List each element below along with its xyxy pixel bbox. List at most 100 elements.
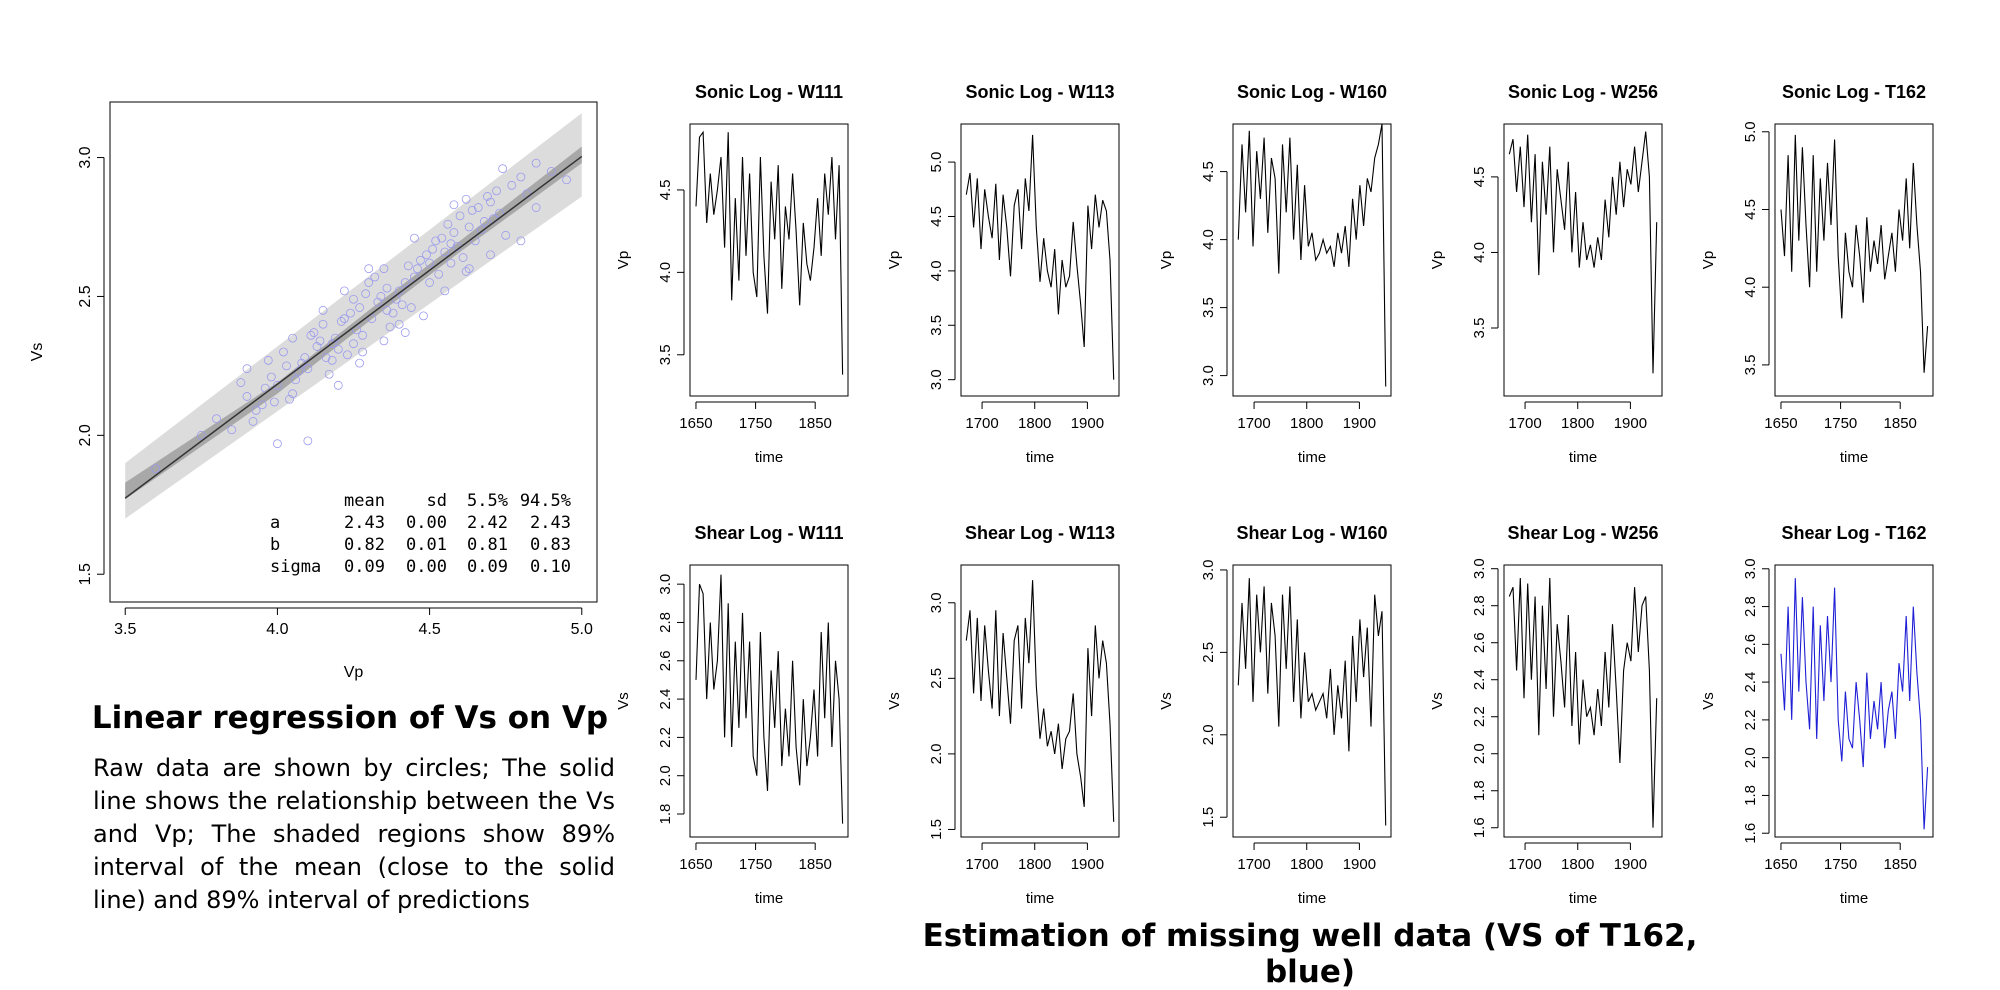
summary-table: mean sd 5.5% 94.5%a 2.43 0.00 2.42 2.43b 0.82 0.0… <box>270 491 571 577</box>
data-point <box>327 355 337 365</box>
table-cell: 2.42 <box>467 513 508 533</box>
data-point <box>227 425 237 435</box>
data-point <box>212 414 221 424</box>
y-tick-label: 2.6 <box>1742 634 1759 655</box>
y-axis-label: Vs <box>886 692 903 710</box>
data-point <box>467 205 477 215</box>
series-line <box>1237 123 1387 387</box>
data-point <box>346 308 355 318</box>
data-point <box>309 328 319 337</box>
plot-title: Shear Log - W111 <box>694 523 843 543</box>
series-line <box>965 580 1115 822</box>
data-point <box>236 378 246 387</box>
y-tick-label: 3.5 <box>1742 354 1759 375</box>
data-point <box>461 194 471 204</box>
y-tick-label: 2.2 <box>1471 706 1488 727</box>
data-point <box>376 292 386 301</box>
series-line <box>965 134 1115 380</box>
data-point <box>507 180 517 190</box>
data-point <box>486 250 495 260</box>
y-tick-label: 4.0 <box>1742 277 1759 298</box>
y-tick-label: 1.5 <box>1200 807 1217 828</box>
y-tick-label: 3.0 <box>928 369 945 390</box>
data-point <box>531 203 541 212</box>
shear-w256-panel: Shear Log - W256 1700 1800 1900 1.6 1.8 2.0 2.2… <box>1429 523 1663 907</box>
data-point <box>385 322 395 332</box>
plot-frame <box>1503 123 1663 397</box>
plot-frame <box>960 123 1120 397</box>
x-tick-label: 1700 <box>1237 856 1270 873</box>
estimation-caption: Estimation of missing well data (VS of T… <box>922 918 1698 990</box>
y-tick-label: 2.6 <box>657 650 674 671</box>
x-tick-label: 1700 <box>1508 415 1541 432</box>
x-axis-label: time <box>1569 449 1597 466</box>
x-axis-label: time <box>755 449 783 466</box>
data-point <box>409 233 419 243</box>
data-point <box>318 305 328 315</box>
data-point <box>339 314 349 324</box>
y-axis-label: Vs <box>1158 692 1175 710</box>
data-point <box>242 364 252 374</box>
y-tick-label: 1.5 <box>77 563 94 585</box>
data-point <box>379 264 389 274</box>
y-axis-label: Vp <box>1429 251 1446 269</box>
y-tick-label: 1.5 <box>928 819 945 840</box>
data-point <box>486 197 495 207</box>
data-point <box>196 430 206 440</box>
x-axis-label: time <box>1298 890 1326 907</box>
y-tick-label: 4.0 <box>1471 242 1488 263</box>
data-point <box>379 336 389 346</box>
x-axis-label: time <box>1840 890 1868 907</box>
y-tick-label: 1.8 <box>657 804 674 825</box>
data-point <box>516 236 526 246</box>
data-point <box>343 350 352 360</box>
data-point <box>419 311 428 321</box>
data-point <box>388 308 398 318</box>
y-tick-label: 2.5 <box>1200 642 1217 663</box>
y-tick-label: 4.5 <box>657 180 674 201</box>
regression-caption-text: Raw data are shown by circles; The solid… <box>93 754 615 914</box>
y-tick-label: 2.0 <box>1742 747 1759 768</box>
y-tick-label: 3.5 <box>1200 297 1217 318</box>
table-header-cell: 5.5% <box>467 491 508 511</box>
data-point <box>315 336 325 346</box>
data-point <box>443 219 453 229</box>
data-point <box>288 333 298 343</box>
plot-frame <box>960 564 1120 838</box>
series-line <box>695 130 844 375</box>
regression-line <box>124 155 583 499</box>
y-tick-label: 2.8 <box>1471 595 1488 616</box>
x-tick-label: 3.5 <box>114 621 136 638</box>
data-point <box>516 172 526 182</box>
x-tick-label: 1900 <box>1071 415 1104 432</box>
table-cell: a <box>270 513 280 533</box>
data-point <box>349 339 358 349</box>
data-point <box>406 303 416 312</box>
x-tick-label: 1850 <box>1884 856 1917 873</box>
y-tick-label: 2.8 <box>657 612 674 633</box>
x-tick-label: 1900 <box>1614 856 1647 873</box>
data-point <box>282 361 291 371</box>
data-point <box>242 392 252 401</box>
shear-t162-panel: Shear Log - T162 1650 1750 1850 1.6 1.8 2.0 2.2… <box>1700 523 1934 907</box>
x-tick-label: 1900 <box>1343 856 1376 873</box>
data-point <box>498 164 508 174</box>
x-tick-label: 1800 <box>1018 856 1051 873</box>
y-axis-label: Vp <box>615 251 632 269</box>
data-point <box>562 175 571 185</box>
data-point <box>531 158 541 168</box>
data-point <box>266 372 276 382</box>
data-point <box>324 369 334 379</box>
y-tick-label: 2.5 <box>928 668 945 689</box>
y-tick-label: 3.5 <box>928 315 945 336</box>
data-point <box>501 230 511 240</box>
y-tick-label: 2.4 <box>1471 669 1488 690</box>
y-tick-label: 4.5 <box>1471 166 1488 187</box>
data-point <box>413 264 422 274</box>
y-axis-label: Vp <box>886 251 903 269</box>
data-point <box>464 222 474 232</box>
table-header-cell: mean <box>344 491 385 511</box>
series-line <box>1780 134 1929 373</box>
shear-w160-panel: Shear Log - W160 1700 1800 1900 1.5 2.0 2.5 3.0… <box>1158 523 1392 907</box>
x-tick-label: 1700 <box>965 415 998 432</box>
